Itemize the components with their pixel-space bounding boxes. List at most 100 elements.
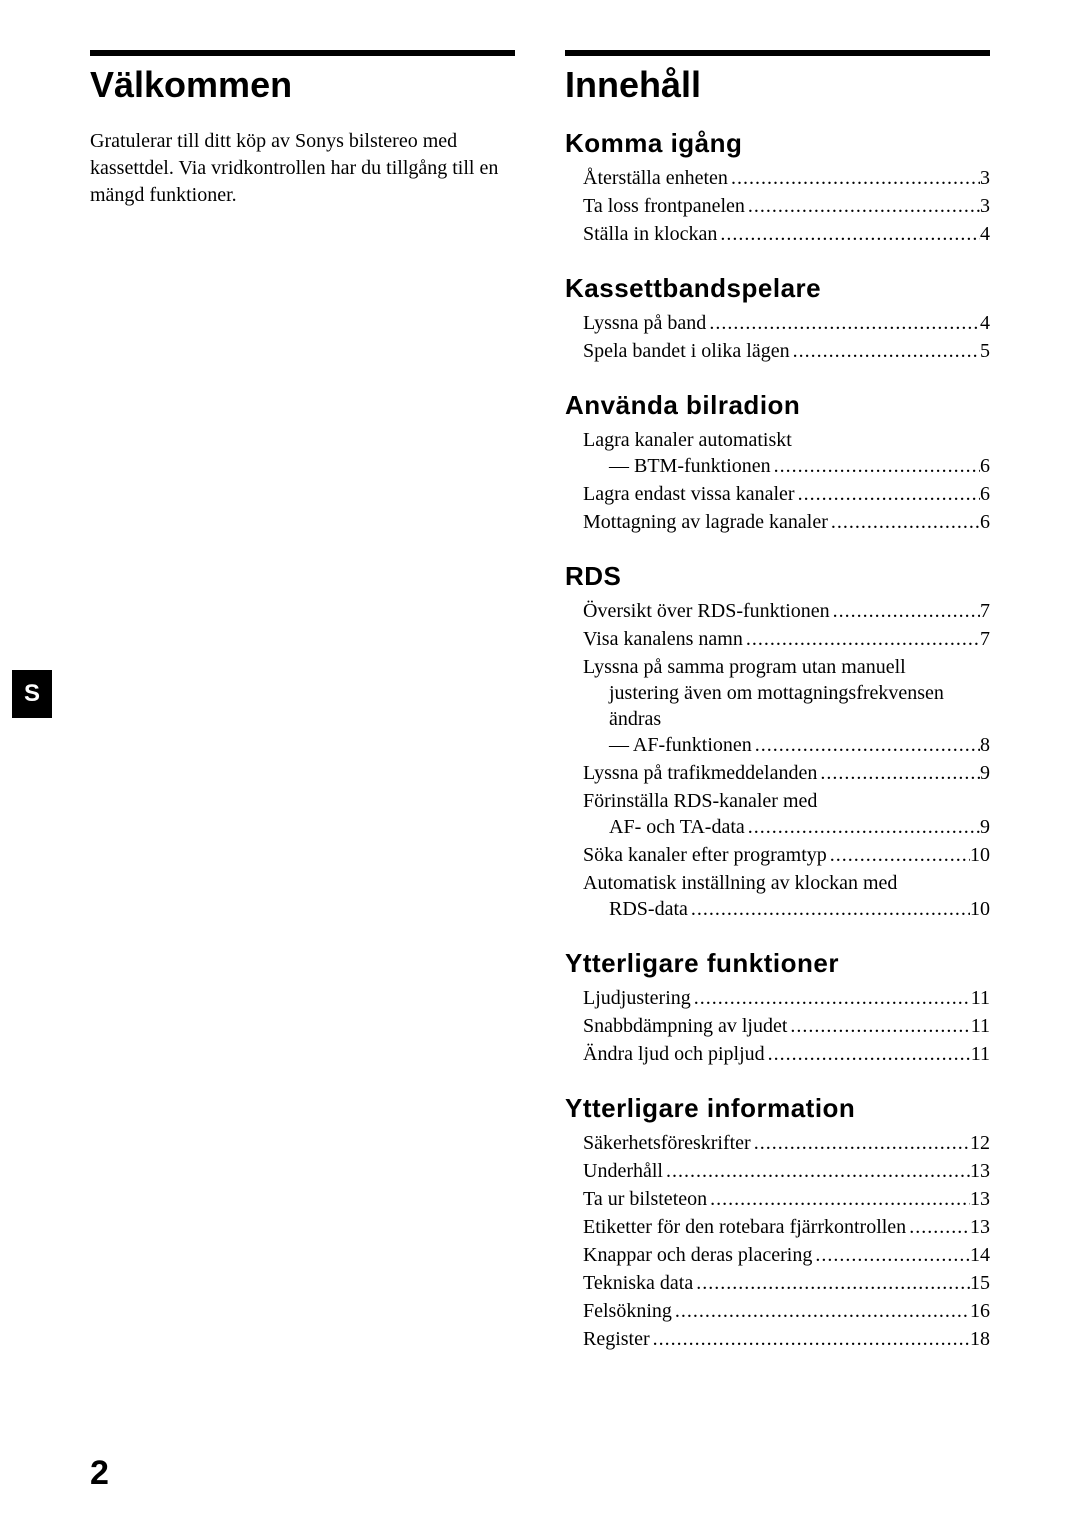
toc-entry: Förinställa RDS-kanaler medAF- och TA-da… xyxy=(583,788,990,840)
toc-leader-dots: ........................................… xyxy=(745,193,980,219)
toc-entry-line: Ta ur bilsteteon........................… xyxy=(583,1186,990,1212)
left-title: Välkommen xyxy=(90,64,515,106)
toc-entry: Etiketter för den rotebara fjärrkontroll… xyxy=(583,1214,990,1240)
toc-entry-label: Lyssna på band xyxy=(583,310,706,336)
toc-leader-dots: ........................................… xyxy=(728,165,980,191)
toc-entry-page: 10 xyxy=(970,842,990,868)
toc-entry: Snabbdämpning av ljudet.................… xyxy=(583,1013,990,1039)
toc-entry: Lagra endast vissa kanaler..............… xyxy=(583,481,990,507)
toc-section-list: Översikt över RDS-funktionen............… xyxy=(583,598,990,922)
toc-entry: Ställa in klockan.......................… xyxy=(583,221,990,247)
toc-section-heading: Ytterligare information xyxy=(565,1093,990,1124)
toc-entry-line: Knappar och deras placering.............… xyxy=(583,1242,990,1268)
toc-entry-line: Lyssna på band..........................… xyxy=(583,310,990,336)
toc-entry-page: 9 xyxy=(980,760,990,786)
toc-entry-page: 14 xyxy=(970,1242,990,1268)
toc-entry: Ljudjustering...........................… xyxy=(583,985,990,1011)
toc-entry-subline: RDS-data................................… xyxy=(583,896,990,922)
toc-entry-page: 11 xyxy=(971,1013,990,1039)
toc-leader-dots: ........................................… xyxy=(906,1214,970,1240)
toc-leader-dots: ........................................… xyxy=(790,338,980,364)
left-heading-rule xyxy=(90,50,515,56)
toc-entry-page: 5 xyxy=(980,338,990,364)
toc-entry: Lyssna på trafikmeddelanden.............… xyxy=(583,760,990,786)
toc-entry-label: Ställa in klockan xyxy=(583,221,717,247)
toc-leader-dots: ........................................… xyxy=(693,1270,970,1296)
toc-entry-sublabel: AF- och TA-data xyxy=(609,814,745,840)
toc-entry-label: Ändra ljud och pipljud xyxy=(583,1041,765,1067)
toc-entry-label: Etiketter för den rotebara fjärrkontroll… xyxy=(583,1214,906,1240)
toc-entry-page: 13 xyxy=(970,1186,990,1212)
toc-entry-label: Tekniska data xyxy=(583,1270,693,1296)
toc-entry: Översikt över RDS-funktionen............… xyxy=(583,598,990,624)
toc-entry-label: Visa kanalens namn xyxy=(583,626,743,652)
left-column: Välkommen Gratulerar till ditt köp av So… xyxy=(90,50,515,1354)
toc-entry-line: Spela bandet i olika lägen..............… xyxy=(583,338,990,364)
toc-entry-page: 11 xyxy=(971,985,990,1011)
toc-entry: Lagra kanaler automatiskt— BTM-funktione… xyxy=(583,427,990,479)
toc-entry-label: Översikt över RDS-funktionen xyxy=(583,598,830,624)
toc-entry-label: Lagra kanaler automatiskt xyxy=(583,427,990,453)
toc-entry: Säkerhetsföreskrifter...................… xyxy=(583,1130,990,1156)
toc-entry-label: Knappar och deras placering xyxy=(583,1242,812,1268)
toc-entry-page: 16 xyxy=(970,1298,990,1324)
page-number: 2 xyxy=(90,1454,109,1493)
toc-entry-label: Förinställa RDS-kanaler med xyxy=(583,788,990,814)
toc-entry-page: 4 xyxy=(980,310,990,336)
toc-entry-line: Lyssna på trafikmeddelanden.............… xyxy=(583,760,990,786)
table-of-contents: Komma igångÅterställa enheten...........… xyxy=(565,128,990,1352)
toc-entry-line: Underhåll...............................… xyxy=(583,1158,990,1184)
toc-entry: Återställa enheten......................… xyxy=(583,165,990,191)
toc-entry-subline: — AF-funktionen.........................… xyxy=(583,732,990,758)
toc-entry: Söka kanaler efter programtyp...........… xyxy=(583,842,990,868)
toc-leader-dots: ........................................… xyxy=(752,732,980,758)
toc-entry-line: Felsökning..............................… xyxy=(583,1298,990,1324)
toc-section-heading: Ytterligare funktioner xyxy=(565,948,990,979)
toc-entry: Automatisk inställning av klockan medRDS… xyxy=(583,870,990,922)
toc-entry-label: Snabbdämpning av ljudet xyxy=(583,1013,787,1039)
toc-entry-page: 13 xyxy=(970,1158,990,1184)
toc-leader-dots: ........................................… xyxy=(830,598,980,624)
toc-entry-line: Mottagning av lagrade kanaler...........… xyxy=(583,509,990,535)
toc-leader-dots: ........................................… xyxy=(787,1013,970,1039)
toc-section-heading: Använda bilradion xyxy=(565,390,990,421)
toc-leader-dots: ........................................… xyxy=(691,985,971,1011)
toc-section-list: Återställa enheten......................… xyxy=(583,165,990,247)
toc-entry-label: Söka kanaler efter programtyp xyxy=(583,842,827,868)
toc-section-heading: Kassettbandspelare xyxy=(565,273,990,304)
toc-entry-line: Översikt över RDS-funktionen............… xyxy=(583,598,990,624)
toc-leader-dots: ........................................… xyxy=(717,221,980,247)
toc-entry-page: 13 xyxy=(970,1214,990,1240)
toc-entry-continuation: justering även om mottagningsfrekvensen … xyxy=(583,680,990,732)
toc-leader-dots: ........................................… xyxy=(812,1242,970,1268)
toc-entry-line: Ljudjustering...........................… xyxy=(583,985,990,1011)
toc-leader-dots: ........................................… xyxy=(817,760,980,786)
toc-entry-page: 6 xyxy=(980,509,990,535)
toc-entry-label: Återställa enheten xyxy=(583,165,728,191)
toc-entry-line: Söka kanaler efter programtyp...........… xyxy=(583,842,990,868)
toc-entry-page: 4 xyxy=(980,221,990,247)
toc-entry: Visa kanalens namn......................… xyxy=(583,626,990,652)
toc-entry-sublabel: — AF-funktionen xyxy=(609,732,752,758)
right-heading-rule xyxy=(565,50,990,56)
toc-entry-line: Tekniska data...........................… xyxy=(583,1270,990,1296)
toc-entry: Mottagning av lagrade kanaler...........… xyxy=(583,509,990,535)
toc-entry-page: 7 xyxy=(980,626,990,652)
toc-entry-label: Ljudjustering xyxy=(583,985,691,1011)
toc-entry-sublabel: RDS-data xyxy=(609,896,688,922)
toc-leader-dots: ........................................… xyxy=(771,453,980,479)
toc-entry-line: Visa kanalens namn......................… xyxy=(583,626,990,652)
toc-leader-dots: ........................................… xyxy=(707,1186,970,1212)
toc-entry-label: Spela bandet i olika lägen xyxy=(583,338,790,364)
toc-entry-label: Felsökning xyxy=(583,1298,672,1324)
toc-entry: Ta ur bilsteteon........................… xyxy=(583,1186,990,1212)
toc-entry: Knappar och deras placering.............… xyxy=(583,1242,990,1268)
toc-entry: Felsökning..............................… xyxy=(583,1298,990,1324)
toc-leader-dots: ........................................… xyxy=(828,509,980,535)
toc-section-list: Ljudjustering...........................… xyxy=(583,985,990,1067)
toc-entry: Tekniska data...........................… xyxy=(583,1270,990,1296)
toc-entry-page: 18 xyxy=(970,1326,990,1352)
toc-entry-page: 3 xyxy=(980,165,990,191)
toc-leader-dots: ........................................… xyxy=(688,896,970,922)
toc-entry-label: Ta loss frontpanelen xyxy=(583,193,745,219)
